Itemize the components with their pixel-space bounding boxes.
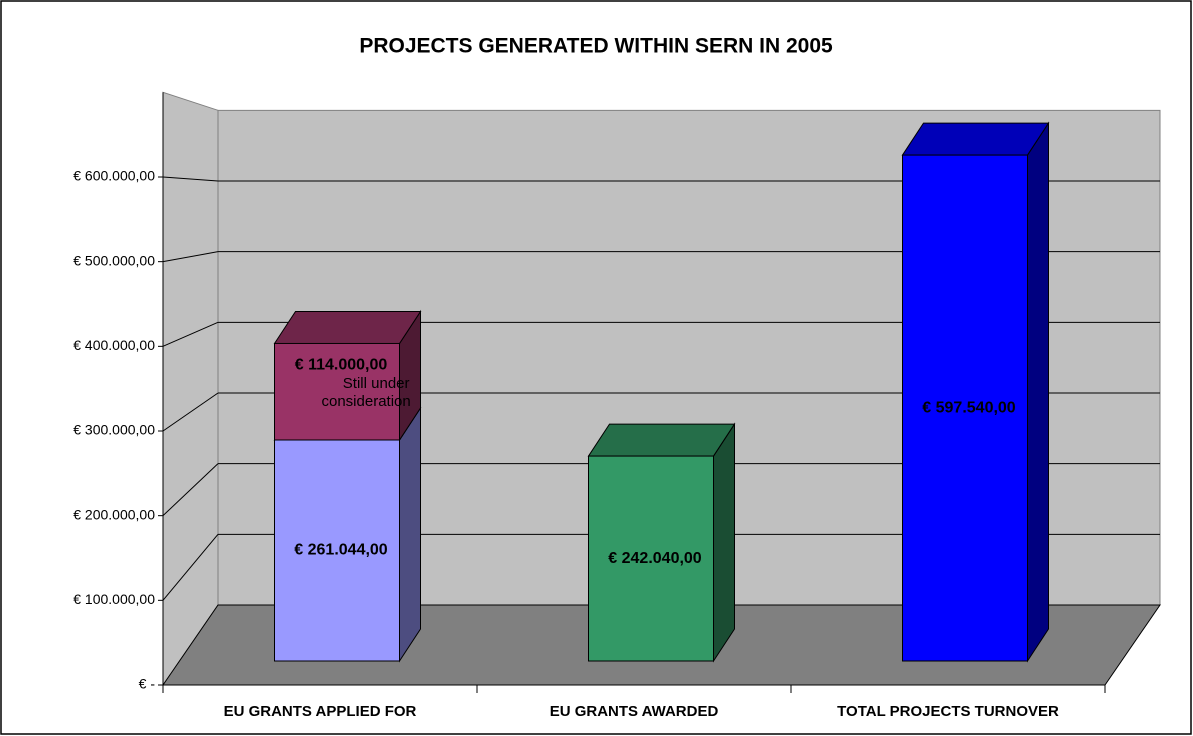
chart-title: PROJECTS GENERATED WITHIN SERN IN 2005 [359, 35, 833, 58]
grid-line [162, 321, 219, 347]
bar-front [902, 154, 1028, 662]
bar [587, 422, 736, 663]
annotation-box: Still under consideration [321, 375, 410, 411]
y-tick-label: € 200.000,00 [73, 506, 155, 522]
data-label: € 114.000,00 [295, 357, 388, 374]
bar-side [713, 422, 735, 663]
data-label: € 261.044,00 [294, 542, 388, 559]
side-wall [162, 91, 219, 687]
bar-side [1027, 121, 1049, 663]
bar-top [901, 122, 1050, 156]
y-tick-label: € 100.000,00 [73, 591, 155, 607]
data-label: € 597.540,00 [922, 399, 1016, 416]
bar-top [587, 423, 736, 457]
grid-line [162, 534, 219, 601]
x-tick-label: TOTAL PROJECTS TURNOVER [837, 703, 1059, 720]
bar [901, 121, 1050, 663]
data-label: € 242.040,00 [608, 550, 702, 567]
y-tick-label: € 300.000,00 [73, 422, 155, 438]
bar-side [399, 406, 421, 663]
grid-line [162, 392, 219, 432]
bar [273, 309, 422, 442]
y-tick-label: € 400.000,00 [73, 337, 155, 353]
y-tick-label: € 600.000,00 [73, 168, 155, 184]
bar-front [274, 439, 400, 662]
bar-top [273, 310, 422, 344]
grid-line [162, 176, 219, 182]
grid-line [162, 251, 219, 263]
x-tick-label: EU GRANTS AWARDED [550, 703, 719, 720]
y-tick-label: € 500.000,00 [73, 252, 155, 268]
bar [273, 406, 422, 663]
x-tick-label: EU GRANTS APPLIED FOR [224, 703, 417, 720]
y-tick-label: € - [139, 676, 156, 692]
grid-line [162, 463, 219, 517]
bar-front [588, 455, 714, 662]
annotation: Still under consideration [321, 375, 410, 411]
bar-front [274, 342, 400, 441]
